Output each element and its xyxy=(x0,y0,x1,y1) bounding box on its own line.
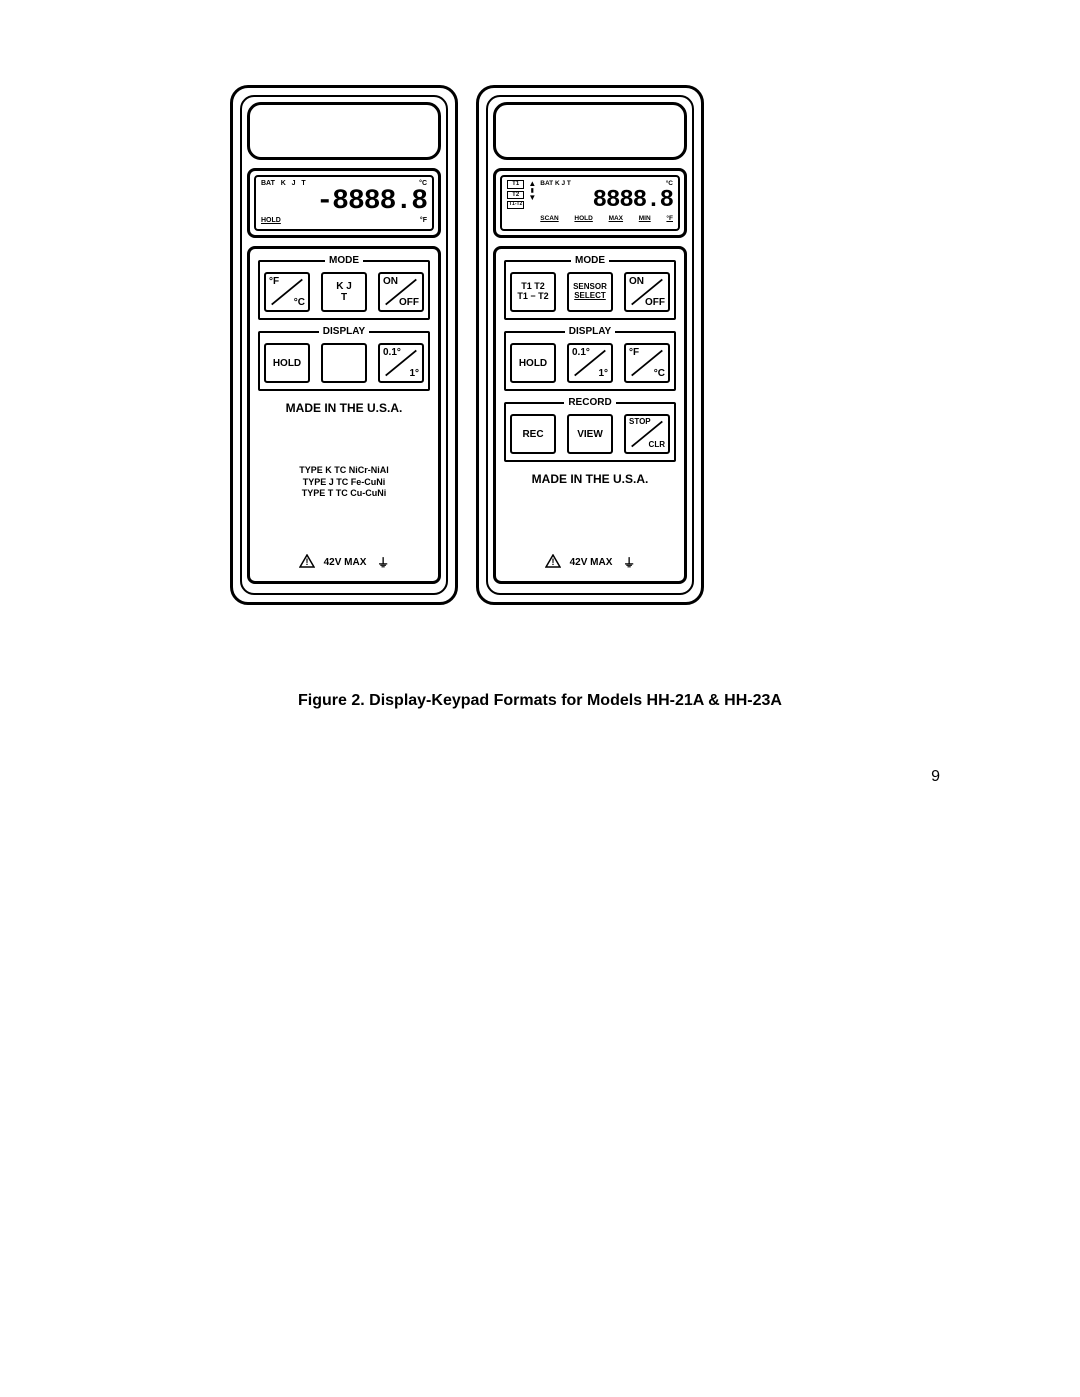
record-label: RECORD xyxy=(564,397,615,408)
figure-caption: Figure 2. Display-Keypad Formats for Mod… xyxy=(0,692,1080,710)
hold-button[interactable]: HOLD xyxy=(264,343,310,383)
warning-row: ! 42V MAX ⏚ xyxy=(250,554,438,571)
voltage-max: 42V MAX xyxy=(570,557,613,568)
ground-icon: ⏚ xyxy=(623,554,635,571)
rec-button[interactable]: REC xyxy=(510,414,556,454)
trend-arrows-icon: ▲▮▼ xyxy=(528,180,536,227)
page: BAT K J T °C -8888.8 HOLD °F MODE xyxy=(0,0,1080,1397)
mode-group: MODE °F °C K J T ON OFF xyxy=(258,255,430,320)
display-group: DISPLAY HOLD 0.1° 1° °F °C xyxy=(504,326,676,391)
page-number: 9 xyxy=(931,768,940,786)
lcd-frame: T1 T2 T1-T2 ▲▮▼ BAT K J T °C 8888.8 xyxy=(493,168,687,238)
made-in-label: MADE IN THE U.S.A. xyxy=(504,472,676,486)
f-c-button[interactable]: °F °C xyxy=(624,343,670,383)
ground-icon: ⏚ xyxy=(377,554,389,571)
voltage-max: 42V MAX xyxy=(324,557,367,568)
record-group: RECORD REC VIEW STOP CLR xyxy=(504,397,676,462)
sensor-select-button[interactable]: SENSOR SELECT xyxy=(567,272,613,312)
on-off-button[interactable]: ON OFF xyxy=(624,272,670,312)
tc-types: TYPE K TC NiCr-NiAl TYPE J TC Fe-CuNi TY… xyxy=(258,465,430,500)
display-label: DISPLAY xyxy=(565,326,615,337)
on-off-button[interactable]: ON OFF xyxy=(378,272,424,312)
display-window xyxy=(247,102,441,160)
warning-row: ! 42V MAX ⏚ xyxy=(496,554,684,571)
svg-text:!: ! xyxy=(551,557,554,567)
display-label: DISPLAY xyxy=(319,326,369,337)
lcd-frame: BAT K J T °C -8888.8 HOLD °F xyxy=(247,168,441,238)
kjt-button[interactable]: K J T xyxy=(321,272,367,312)
keypad-panel: MODE T1 T2 T1 − T2 SENSOR SELECT ON OFF xyxy=(493,246,687,584)
hold-button[interactable]: HOLD xyxy=(510,343,556,383)
lcd-digits: -8888.8 xyxy=(261,188,427,216)
warning-icon: ! xyxy=(545,554,561,571)
warning-icon: ! xyxy=(299,554,315,571)
lcd-bot-left: HOLD xyxy=(261,217,281,224)
mode-group: MODE T1 T2 T1 − T2 SENSOR SELECT ON OFF xyxy=(504,255,676,320)
f-c-button[interactable]: °F °C xyxy=(264,272,310,312)
keypad-panel: MODE °F °C K J T ON OFF xyxy=(247,246,441,584)
stop-clr-button[interactable]: STOP CLR xyxy=(624,414,670,454)
made-in-label: MADE IN THE U.S.A. xyxy=(258,401,430,415)
blank-button[interactable] xyxy=(321,343,367,383)
device-hh23a: T1 T2 T1-T2 ▲▮▼ BAT K J T °C 8888.8 xyxy=(476,85,704,605)
device-hh21a: BAT K J T °C -8888.8 HOLD °F MODE xyxy=(230,85,458,605)
lcd-top-left: BAT K J T xyxy=(261,180,306,187)
display-group: DISPLAY HOLD 0.1° 1° xyxy=(258,326,430,391)
display-window xyxy=(493,102,687,160)
devices-row: BAT K J T °C -8888.8 HOLD °F MODE xyxy=(230,85,704,605)
lcd: T1 T2 T1-T2 ▲▮▼ BAT K J T °C 8888.8 xyxy=(500,175,680,231)
lcd-bot-right: °F xyxy=(420,217,427,224)
view-button[interactable]: VIEW xyxy=(567,414,613,454)
resolution-button[interactable]: 0.1° 1° xyxy=(378,343,424,383)
svg-text:!: ! xyxy=(305,557,308,567)
lcd-digits: 8888.8 xyxy=(540,189,673,213)
mode-label: MODE xyxy=(325,255,363,266)
channel-indicators: T1 T2 T1-T2 xyxy=(507,180,524,227)
lcd: BAT K J T °C -8888.8 HOLD °F xyxy=(254,175,434,231)
resolution-button[interactable]: 0.1° 1° xyxy=(567,343,613,383)
channel-button[interactable]: T1 T2 T1 − T2 xyxy=(510,272,556,312)
mode-label: MODE xyxy=(571,255,609,266)
